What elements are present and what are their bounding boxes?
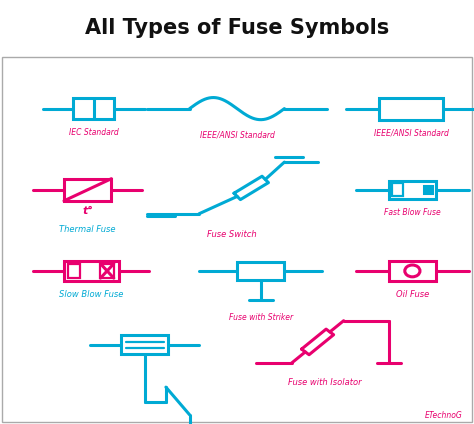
Bar	[237, 262, 284, 280]
Bar	[392, 184, 403, 196]
Text: t°: t°	[82, 206, 93, 216]
Text: All Types of Fuse Symbols: All Types of Fuse Symbols	[85, 17, 389, 38]
Bar	[73, 98, 114, 119]
Bar	[389, 181, 436, 199]
Text: IEC Standard: IEC Standard	[69, 128, 118, 137]
Text: IEEE/ANSI Standard: IEEE/ANSI Standard	[200, 130, 274, 139]
Text: Oil Fuse: Oil Fuse	[396, 290, 429, 299]
Bar	[68, 264, 80, 278]
Text: Slow Blow Fuse: Slow Blow Fuse	[59, 290, 123, 299]
Text: Fuse with Isolator: Fuse with Isolator	[288, 378, 362, 387]
Bar	[64, 179, 111, 201]
Circle shape	[405, 265, 420, 277]
Bar	[64, 261, 118, 281]
Text: Thermal Fuse: Thermal Fuse	[59, 225, 116, 234]
Bar	[379, 98, 443, 120]
Text: Fuse with Striker: Fuse with Striker	[228, 313, 293, 322]
Text: ETechnoG: ETechnoG	[424, 411, 462, 420]
Bar	[424, 187, 432, 193]
Text: Fuse Switch: Fuse Switch	[208, 230, 257, 239]
Text: IEEE/ANSI Standard: IEEE/ANSI Standard	[374, 129, 448, 138]
Bar	[121, 335, 168, 354]
Bar	[389, 261, 436, 281]
Bar	[100, 264, 114, 278]
Text: Fast Blow Fuse: Fast Blow Fuse	[384, 208, 441, 217]
